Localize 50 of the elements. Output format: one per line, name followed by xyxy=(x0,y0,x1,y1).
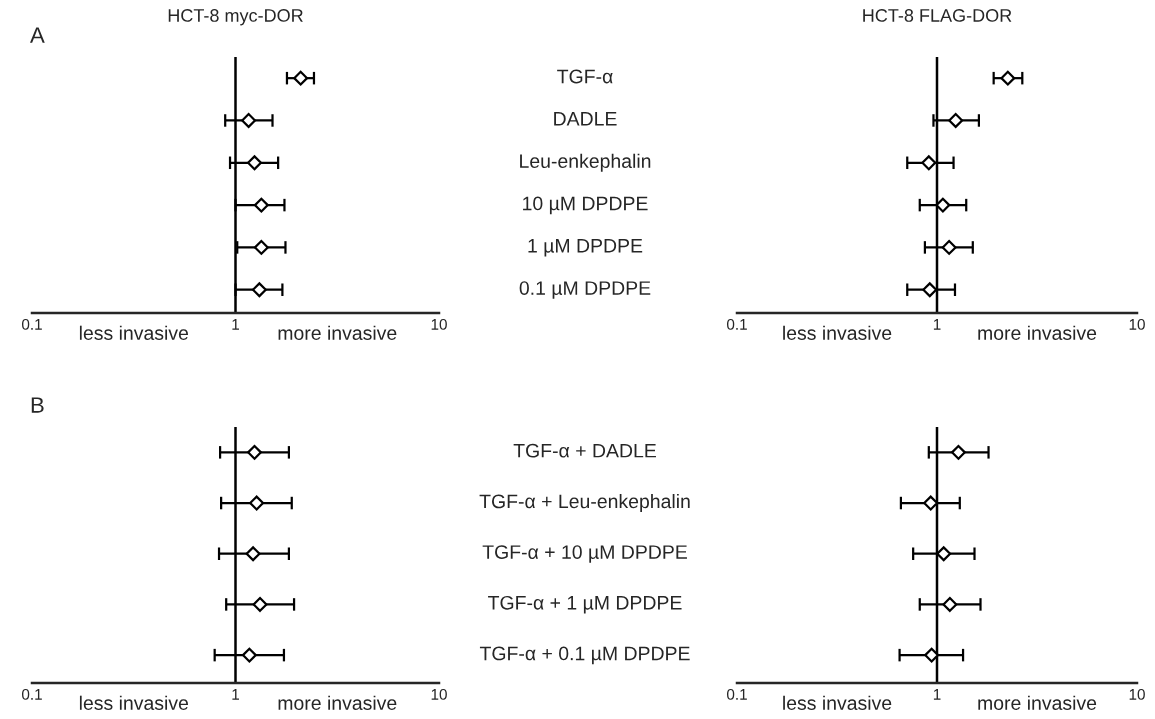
point xyxy=(253,197,269,213)
y-tick-label: TGF-α + 10 µM DPDPE xyxy=(482,545,687,563)
x-tick-label: 10 xyxy=(1129,318,1145,330)
chart-title: HCT-8 FLAG-DOR xyxy=(863,9,1012,22)
x-tick-label: 0.1 xyxy=(21,688,42,700)
point xyxy=(293,70,309,86)
text: less invasive xyxy=(783,695,892,710)
text: B xyxy=(31,397,44,413)
point xyxy=(252,596,268,612)
x-tick-label: 0.1 xyxy=(726,688,747,700)
x-tick-label: 10 xyxy=(431,688,447,700)
text: A xyxy=(30,27,45,43)
y-tick-label: 1 µM DPDPE xyxy=(528,239,643,257)
point xyxy=(247,444,262,460)
point xyxy=(249,495,265,511)
text: more invasive xyxy=(978,325,1097,340)
point xyxy=(241,647,257,663)
x-tick-label: 1 xyxy=(933,689,941,700)
point xyxy=(245,546,261,562)
x-tick-label: 10 xyxy=(1129,688,1145,700)
x-tick-label: 10 xyxy=(431,318,447,330)
y-tick-label: Leu-enkephalin xyxy=(520,153,651,172)
y-tick-label: TGF-α + 1 µM DPDPE xyxy=(488,595,682,614)
text: more invasive xyxy=(978,695,1097,710)
text: more invasive xyxy=(278,325,397,340)
point xyxy=(942,596,958,612)
y-tick-label: TGF-α xyxy=(557,69,613,84)
x-tick-label: 1 xyxy=(232,689,239,700)
x-tick-label: 1 xyxy=(933,319,941,330)
y-tick-label: 10 µM DPDPE xyxy=(523,196,648,215)
point xyxy=(950,444,966,460)
x-tick-label: 0.1 xyxy=(726,318,747,330)
chart-title: HCT-8 myc-DOR xyxy=(168,9,303,26)
point xyxy=(241,112,257,128)
x-tick-label: 0.1 xyxy=(21,318,42,330)
text: less invasive xyxy=(79,695,188,710)
y-tick-label: TGF-α + DADLE xyxy=(513,443,656,458)
y-tick-label: DADLE xyxy=(554,112,617,126)
y-tick-label: TGF-α + 0.1 µM DPDPE xyxy=(479,646,690,665)
text: less invasive xyxy=(783,325,892,340)
point xyxy=(253,239,269,255)
x-tick-label: 1 xyxy=(232,319,239,330)
point xyxy=(247,155,262,171)
y-tick-label: TGF-α + Leu-enkephalin xyxy=(479,493,690,513)
point xyxy=(924,647,940,663)
point xyxy=(936,546,952,562)
text: less invasive xyxy=(79,325,188,340)
text: more invasive xyxy=(278,695,397,710)
y-tick-label: 0.1 µM DPDPE xyxy=(519,281,651,299)
point xyxy=(251,282,267,298)
